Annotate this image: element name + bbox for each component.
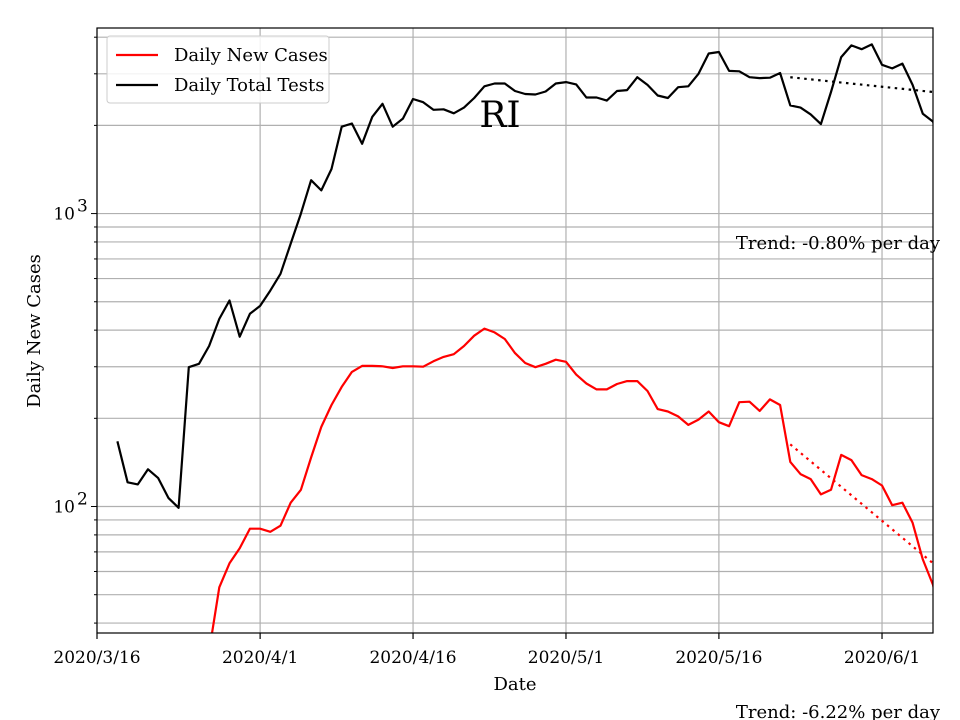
trend-line-daily-total-tests	[790, 76, 933, 94]
y-tick-label-exponent: 3	[77, 197, 88, 217]
x-tick-label: 2020/4/16	[369, 648, 456, 668]
series-line-daily-total-tests	[116, 43, 933, 509]
legend-label: Daily Total Tests	[174, 75, 324, 96]
trend-annotation-tests: Trend: -0.80% per day	[736, 233, 941, 254]
y-tick-label-exponent: 2	[77, 490, 88, 510]
y-tick-label: 10	[53, 205, 75, 225]
legend: Daily New Cases Daily Total Tests	[106, 35, 330, 104]
trend-line-daily-new-cases	[789, 443, 933, 565]
x-tick-label: 2020/3/16	[53, 648, 140, 668]
x-axis-label: Date	[493, 674, 536, 695]
x-tick-label: 2020/6/1	[844, 648, 920, 668]
tick-layer: 2020/3/16 2020/4/1 2020/4/16 2020/5/1 2020/5…	[53, 36, 920, 668]
trend-annotation-cases: Trend: -6.22% per day	[736, 702, 941, 720]
legend-box	[106, 35, 330, 104]
series-layer	[116, 43, 933, 633]
grid-layer	[96, 28, 933, 633]
state-label: RI	[479, 95, 520, 136]
x-tick-label: 2020/5/16	[675, 648, 762, 668]
y-tick-label: 10	[53, 498, 75, 518]
x-tick-label: 2020/5/1	[528, 648, 604, 668]
legend-label: Daily New Cases	[174, 45, 328, 66]
y-axis-label: Daily New Cases	[24, 254, 45, 408]
x-tick-label: 2020/4/1	[222, 648, 298, 668]
series-line-daily-new-cases	[210, 327, 933, 633]
trend-layer	[789, 76, 933, 565]
